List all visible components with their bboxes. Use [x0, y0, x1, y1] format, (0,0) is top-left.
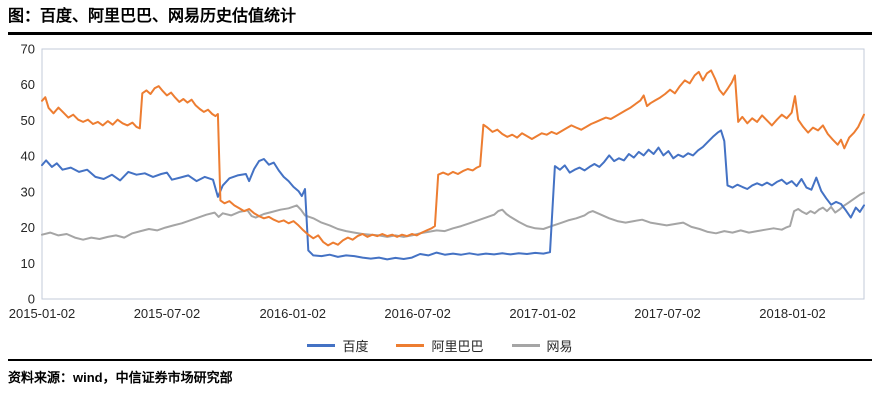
legend-label-alibaba: 阿里巴巴 [431, 338, 484, 354]
series-line-baidu [41, 129, 865, 261]
legend-line-swatch-baidu [307, 343, 336, 347]
title-divider [8, 32, 872, 35]
series-line-netease [41, 191, 865, 241]
x-axis-tick-label: 2017-01-02 [509, 306, 576, 321]
y-axis-tick-label: 20 [21, 220, 35, 235]
plot-area-border [41, 48, 865, 300]
y-axis-tick-label: 0 [28, 292, 35, 307]
legend-label-baidu: 百度 [342, 338, 369, 354]
y-axis-tick-label: 50 [21, 113, 35, 128]
x-axis-tick-label: 2015-07-02 [134, 306, 201, 321]
y-axis-tick-label: 40 [21, 149, 35, 164]
source-note: 资料来源：wind，中信证券市场研究部 [8, 370, 233, 385]
y-axis-tick-label: 30 [21, 184, 35, 199]
y-axis-tick-label: 70 [21, 42, 35, 57]
legend-line-swatch-alibaba [396, 343, 425, 347]
x-axis-tick-label: 2018-01-02 [759, 306, 826, 321]
x-axis-tick-label: 2017-07-02 [634, 306, 701, 321]
x-axis-tick-label: 2015-01-02 [9, 306, 76, 321]
y-axis-tick-label: 60 [21, 77, 35, 92]
chart-canvas: 0 10 20 30 40 50 60 70 2015-01-02 2015-07-02 2016-… [9, 42, 865, 321]
figure-title: 图：百度、阿里巴巴、网易历史估值统计 [8, 8, 297, 25]
legend-line-swatch-netease [511, 343, 540, 347]
series-line-alibaba [41, 69, 865, 247]
chart-legend: 百度 阿里巴巴 网易 [8, 333, 872, 357]
legend-label-netease: 网易 [546, 338, 573, 354]
x-axis-tick-label: 2016-07-02 [384, 306, 451, 321]
x-axis-tick-label: 2016-01-02 [259, 306, 326, 321]
y-axis-tick-label: 10 [21, 256, 35, 271]
legend-item-baidu: 百度 [307, 336, 368, 355]
legend-item-netease: 网易 [511, 336, 573, 355]
legend-item-alibaba: 阿里巴巴 [396, 336, 484, 355]
valuation-line-chart: 0 10 20 30 40 50 60 70 2015-01-02 2015-07-02 2016-… [8, 37, 872, 333]
footer-divider [8, 359, 872, 361]
